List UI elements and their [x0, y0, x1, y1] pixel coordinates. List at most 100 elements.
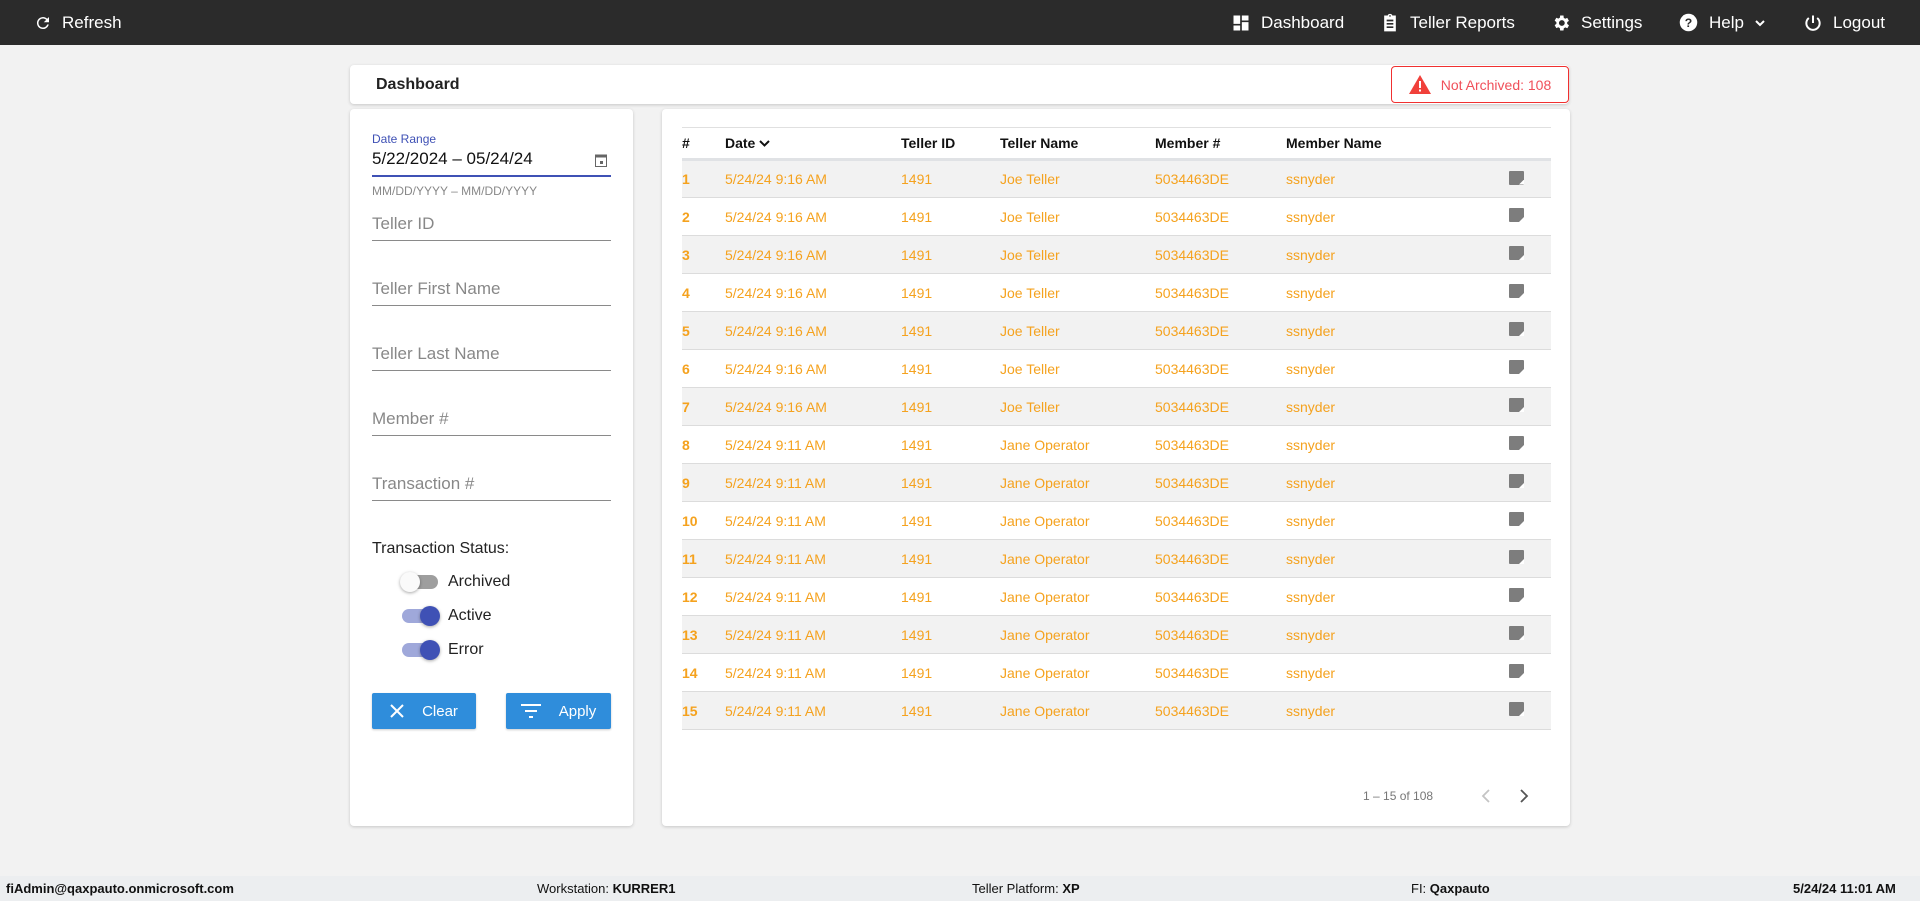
teller-id-input[interactable]: Teller ID	[372, 210, 611, 241]
cell-member-number: 5034463DE	[1155, 615, 1286, 654]
chevron-down-icon	[1755, 19, 1765, 26]
table-row[interactable]: 2 5/24/24 9:16 AM 1491 Joe Teller 5034463DE s…	[682, 197, 1551, 236]
table-row[interactable]: 11 5/24/24 9:11 AM 1491 Jane Operator 503446…	[682, 539, 1551, 578]
note-icon[interactable]	[1509, 436, 1524, 450]
page-title: Dashboard	[376, 76, 460, 93]
note-icon[interactable]	[1509, 588, 1524, 602]
cell-date: 5/24/24 9:11 AM	[725, 501, 901, 540]
note-icon[interactable]	[1509, 360, 1524, 374]
cell-teller-name: Joe Teller	[1000, 349, 1155, 388]
cell-number: 6	[682, 349, 725, 388]
table-row[interactable]: 3 5/24/24 9:16 AM 1491 Joe Teller 5034463DE s…	[682, 235, 1551, 274]
toggle-active[interactable]: Active	[402, 606, 492, 626]
table-row[interactable]: 9 5/24/24 9:11 AM 1491 Jane Operator 5034463…	[682, 463, 1551, 502]
nav-dashboard[interactable]: Dashboard	[1231, 0, 1344, 45]
svg-text:?: ?	[1685, 16, 1692, 30]
cell-member-name: ssnyder	[1286, 425, 1488, 464]
nav-settings[interactable]: Settings	[1551, 0, 1642, 45]
cell-member-number: 5034463DE	[1155, 425, 1286, 464]
cell-teller-id: 1491	[901, 539, 1000, 578]
note-icon[interactable]	[1509, 512, 1524, 526]
cell-teller-id: 1491	[901, 425, 1000, 464]
cell-member-name: ssnyder	[1286, 235, 1488, 274]
transaction-number-input[interactable]: Transaction #	[372, 470, 611, 501]
cell-member-name: ssnyder	[1286, 691, 1488, 730]
table-row[interactable]: 6 5/24/24 9:16 AM 1491 Joe Teller 5034463DE s…	[682, 349, 1551, 388]
cell-notes	[1488, 311, 1551, 350]
note-icon[interactable]	[1509, 550, 1524, 564]
teller-platform-info: Teller Platform: XP	[972, 881, 1080, 896]
cell-teller-name: Jane Operator	[1000, 577, 1155, 616]
note-icon[interactable]	[1509, 246, 1524, 260]
refresh-button[interactable]: Refresh	[34, 0, 122, 45]
table-row[interactable]: 15 5/24/24 9:11 AM 1491 Jane Operator 503446…	[682, 691, 1551, 730]
column-header-member: Member #	[1155, 127, 1286, 161]
next-page-button[interactable]	[1518, 788, 1530, 804]
cell-member-number: 5034463DE	[1155, 235, 1286, 274]
cell-teller-name: Joe Teller	[1000, 197, 1155, 236]
cell-teller-id: 1491	[901, 653, 1000, 692]
table-row[interactable]: 8 5/24/24 9:11 AM 1491 Jane Operator 5034463…	[682, 425, 1551, 464]
teller-last-name-input[interactable]: Teller Last Name	[372, 340, 611, 371]
cell-teller-id: 1491	[901, 159, 1000, 198]
column-header-date[interactable]: Date	[725, 127, 901, 161]
teller-first-name-input[interactable]: Teller First Name	[372, 275, 611, 306]
apply-button[interactable]: Apply	[506, 693, 611, 729]
cell-teller-id: 1491	[901, 349, 1000, 388]
date-range-label: Date Range	[372, 132, 437, 146]
cell-teller-name: Jane Operator	[1000, 463, 1155, 502]
sort-desc-icon[interactable]	[759, 139, 770, 148]
not-archived-badge[interactable]: Not Archived: 108	[1391, 66, 1569, 103]
table-row[interactable]: 5 5/24/24 9:16 AM 1491 Joe Teller 5034463DE s…	[682, 311, 1551, 350]
note-icon[interactable]	[1509, 208, 1524, 222]
note-icon[interactable]	[1509, 664, 1524, 678]
cell-member-name: ssnyder	[1286, 311, 1488, 350]
table-row[interactable]: 7 5/24/24 9:16 AM 1491 Joe Teller 5034463DE s…	[682, 387, 1551, 426]
nav-logout[interactable]: Logout	[1803, 0, 1885, 45]
cell-notes	[1488, 159, 1551, 198]
filter-icon	[520, 704, 541, 718]
note-icon[interactable]	[1509, 626, 1524, 640]
transactions-panel: # Date Teller ID Teller Name Member # Member…	[662, 109, 1570, 826]
table-row[interactable]: 14 5/24/24 9:11 AM 1491 Jane Operator 503446…	[682, 653, 1551, 692]
cell-notes	[1488, 501, 1551, 540]
toggle-error[interactable]: Error	[402, 640, 484, 660]
calendar-icon[interactable]	[595, 153, 607, 167]
clear-button[interactable]: Clear	[372, 693, 476, 729]
cell-member-name: ssnyder	[1286, 387, 1488, 426]
cell-notes	[1488, 539, 1551, 578]
cell-teller-id: 1491	[901, 235, 1000, 274]
table-row[interactable]: 4 5/24/24 9:16 AM 1491 Joe Teller 5034463DE s…	[682, 273, 1551, 312]
cell-date: 5/24/24 9:16 AM	[725, 311, 901, 350]
refresh-icon	[36, 16, 49, 29]
note-icon[interactable]	[1509, 702, 1524, 716]
cell-teller-name: Joe Teller	[1000, 235, 1155, 274]
status-bar: fiAdmin@qaxpauto.onmicrosoft.com Worksta…	[0, 876, 1920, 901]
cell-number: 2	[682, 197, 725, 236]
cell-notes	[1488, 577, 1551, 616]
member-number-input[interactable]: Member #	[372, 405, 611, 436]
table-row[interactable]: 13 5/24/24 9:11 AM 1491 Jane Operator 503446…	[682, 615, 1551, 654]
toggle-archived[interactable]: Archived	[400, 572, 510, 592]
nav-help[interactable]: ? Help	[1678, 0, 1766, 45]
cell-member-number: 5034463DE	[1155, 273, 1286, 312]
note-icon[interactable]	[1509, 170, 1524, 185]
nav-teller-reports[interactable]: Teller Reports	[1380, 0, 1515, 45]
help-icon: ?	[1679, 13, 1698, 32]
note-icon[interactable]	[1509, 398, 1524, 412]
note-icon[interactable]	[1509, 322, 1524, 336]
cell-number: 12	[682, 577, 725, 616]
prev-page-button[interactable]	[1480, 788, 1492, 804]
table-row[interactable]: 12 5/24/24 9:11 AM 1491 Jane Operator 503446…	[682, 577, 1551, 616]
table-row[interactable]: 1 5/24/24 9:16 AM 1491 Joe Teller 5034463DE s…	[682, 159, 1551, 198]
column-header-: #	[682, 127, 725, 161]
cell-member-name: ssnyder	[1286, 653, 1488, 692]
date-range-input[interactable]: 5/22/2024 – 05/24/24	[372, 149, 611, 177]
note-icon[interactable]	[1509, 474, 1524, 488]
cell-teller-name: Jane Operator	[1000, 425, 1155, 464]
transactions-table: # Date Teller ID Teller Name Member # Member…	[682, 127, 1551, 730]
user-email: fiAdmin@qaxpauto.onmicrosoft.com	[6, 881, 234, 896]
cell-number: 13	[682, 615, 725, 654]
note-icon[interactable]	[1509, 284, 1524, 298]
table-row[interactable]: 10 5/24/24 9:11 AM 1491 Jane Operator 503446…	[682, 501, 1551, 540]
